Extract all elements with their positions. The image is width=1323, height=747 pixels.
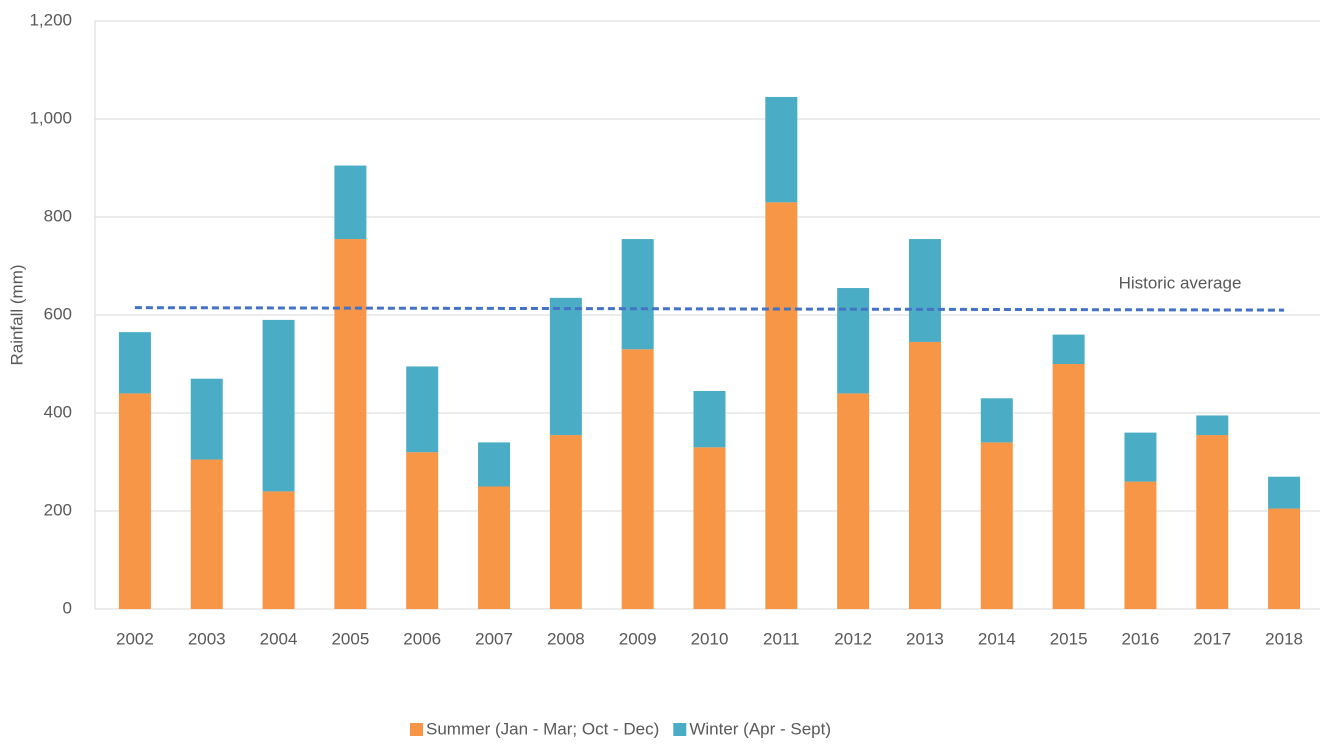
bar-segment: [118, 332, 151, 394]
x-tick-label: 2002: [116, 629, 154, 648]
x-tick-label: 2017: [1193, 629, 1231, 648]
bar-segment: [908, 341, 941, 609]
y-axis-label: Rainfall (mm): [7, 264, 26, 365]
bar-segment: [118, 393, 151, 609]
x-tick-label: 2009: [619, 629, 657, 648]
y-tick-label: 800: [44, 206, 72, 225]
bar-segment: [693, 447, 726, 609]
y-tick-label: 200: [44, 500, 72, 519]
x-tick-label: 2012: [834, 629, 872, 648]
bar-segment: [621, 349, 654, 609]
legend-swatch: [673, 723, 687, 736]
y-tick-label: 0: [63, 598, 72, 617]
y-tick-label: 1,000: [29, 108, 72, 127]
average-label: Historic average: [1119, 273, 1242, 292]
bar-segment: [980, 442, 1013, 609]
bar-segment: [190, 459, 223, 609]
bar-segment: [765, 96, 798, 203]
bar-segment: [1124, 481, 1157, 609]
bar-segment: [980, 398, 1013, 443]
bar-segment: [765, 202, 798, 610]
x-tick-label: 2010: [691, 629, 729, 648]
bar-segment: [837, 288, 870, 394]
x-tick-label: 2005: [331, 629, 369, 648]
bar-segment: [478, 486, 511, 609]
bar-segment: [190, 378, 223, 460]
x-tick-label: 2007: [475, 629, 513, 648]
average-line: [134, 306, 1285, 312]
bar-segment: [1196, 415, 1229, 436]
legend-label: Winter (Apr - Sept): [689, 719, 831, 738]
x-tick-label: 2013: [906, 629, 944, 648]
bar-segment: [406, 366, 439, 453]
bar-segment: [908, 239, 941, 342]
bar-segment: [1268, 476, 1301, 509]
x-tick-label: 2004: [260, 629, 298, 648]
y-tick-label: 400: [44, 402, 72, 421]
bar-segment: [1196, 435, 1229, 609]
bar-segment: [549, 297, 582, 436]
bar-segment: [837, 393, 870, 609]
bar-segment: [621, 239, 654, 350]
bar-segment: [262, 491, 295, 609]
bar-segment: [334, 239, 367, 610]
bar-segment: [406, 452, 439, 609]
x-tick-label: 2011: [763, 629, 800, 648]
x-tick-label: 2006: [403, 629, 441, 648]
bar-segment: [478, 442, 511, 487]
bar-segment: [262, 319, 295, 492]
bar-segment: [1052, 334, 1085, 364]
x-tick-label: 2018: [1265, 629, 1303, 648]
x-tick-label: 2015: [1050, 629, 1088, 648]
bar-segment: [1268, 508, 1301, 609]
bar-segment: [1124, 432, 1157, 482]
y-tick-label: 1,200: [29, 10, 72, 29]
bar-segment: [549, 435, 582, 609]
x-tick-label: 2003: [188, 629, 226, 648]
bar-segment: [334, 165, 367, 240]
x-tick-label: 2014: [978, 629, 1016, 648]
legend-label: Summer (Jan - Mar; Oct - Dec): [426, 719, 659, 738]
y-tick-label: 600: [44, 304, 72, 323]
x-tick-label: 2008: [547, 629, 585, 648]
x-tick-label: 2016: [1122, 629, 1160, 648]
bar-segment: [693, 390, 726, 448]
legend-swatch: [410, 723, 423, 736]
bar-segment: [1052, 364, 1085, 609]
